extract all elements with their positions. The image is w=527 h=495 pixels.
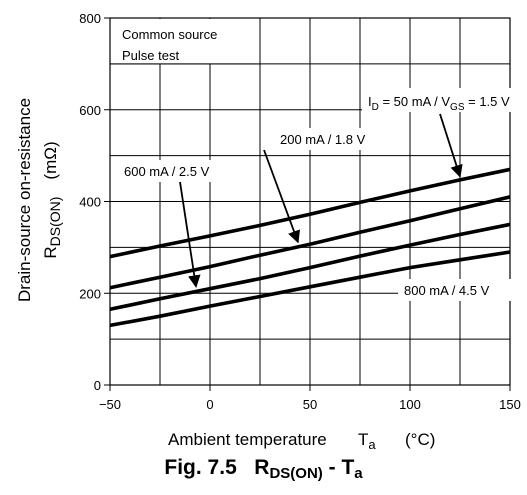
x-axis-symbol-sub: a	[368, 437, 376, 452]
chart: Common source Pulse test ID = 50 mA / VGS…	[15, 11, 527, 452]
figure-caption: Fig. 7.5 RDS(ON) - Ta	[0, 456, 527, 482]
annotation-sub: D	[372, 102, 379, 113]
series-line	[109, 222, 511, 312]
caption-t: T	[341, 456, 355, 479]
annotation-arrow	[439, 113, 463, 178]
annotation-label-bg	[398, 279, 516, 301]
condition-text: Common source	[122, 27, 217, 42]
annotation-part: I	[368, 94, 372, 109]
x-tick-label: 100	[399, 397, 421, 412]
x-axis-unit: (°C)	[405, 430, 435, 449]
y-tick-label: 600	[79, 103, 101, 118]
annotation-label-bg	[114, 160, 240, 182]
caption-r: R	[254, 456, 270, 479]
annotation-label: ID = 50 mA / VGS = 1.5 V	[368, 94, 510, 113]
y-tick-label: 800	[79, 11, 101, 26]
x-tick-label: 50	[303, 397, 317, 412]
y-axis-symbol-sub: DS(ON)	[47, 197, 63, 247]
annotation-label-bg	[362, 88, 527, 112]
caption-r-sub: DS(ON)	[269, 465, 323, 482]
annotation-label: 600 mA / 2.5 V	[124, 164, 210, 179]
x-tick-label: 150	[499, 397, 521, 412]
x-axis-label: Ambient temperature	[168, 430, 327, 449]
series-line	[109, 250, 511, 328]
y-axis-title: Drain-source on-resistance	[15, 98, 34, 302]
y-axis-symbol: RDS(ON) (mΩ)	[41, 141, 63, 258]
series-line	[109, 167, 511, 259]
annotation-sub: GS	[450, 102, 465, 113]
x-axis-title: Ambient temperature	[168, 430, 327, 449]
annotation-label-bg	[274, 128, 382, 150]
annotation-label: 200 mA / 1.8 V	[280, 132, 366, 147]
annotation-arrow	[263, 149, 300, 244]
y-tick-label: 0	[94, 378, 101, 393]
conditions-box-border	[110, 18, 261, 65]
y-axis-unit: (mΩ)	[41, 141, 60, 196]
annotation-part: = 1.5 V	[465, 94, 510, 109]
annotation-label: 800 mA / 4.5 V	[404, 283, 490, 298]
series-line	[109, 195, 511, 290]
x-tick-label: 0	[206, 397, 213, 412]
x-axis-symbol-main: T	[358, 430, 368, 449]
caption-prefix: Fig. 7.5	[164, 456, 237, 479]
y-tick-label: 200	[79, 286, 101, 301]
caption-t-sub: a	[354, 465, 363, 482]
annotation-arrow	[179, 181, 201, 288]
annotation-part: = 50 mA / V	[379, 94, 451, 109]
x-tick-label: −50	[99, 397, 121, 412]
conditions-box-bg	[111, 19, 260, 64]
y-axis-symbol-main: R	[41, 246, 60, 258]
y-tick-label: 400	[79, 195, 101, 210]
caption-dash: -	[322, 456, 342, 479]
condition-text: Pulse test	[122, 48, 179, 63]
x-axis-symbol: Ta	[358, 430, 376, 452]
